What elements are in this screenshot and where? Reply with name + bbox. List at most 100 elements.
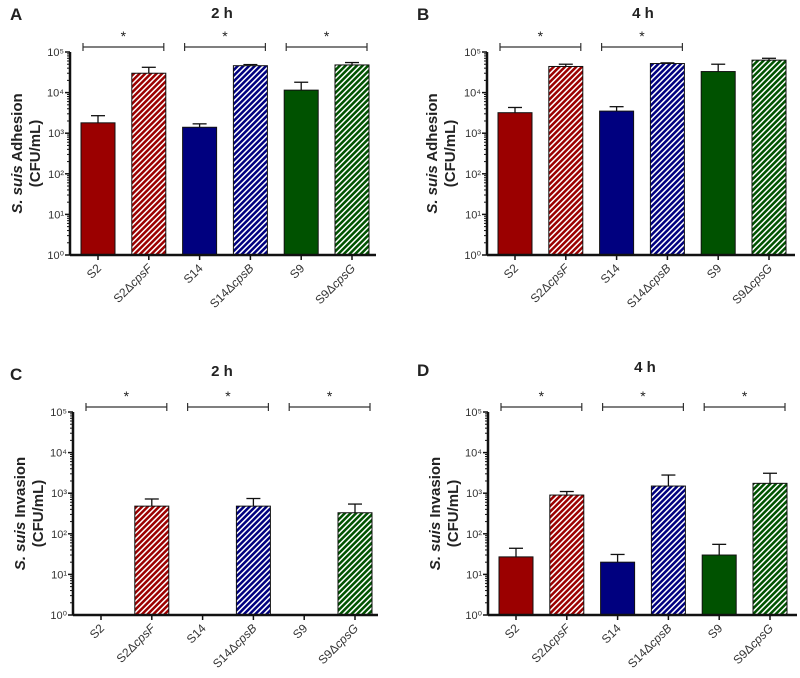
y-tick-label: 10⁴ xyxy=(47,88,64,100)
x-tick-label: S2 xyxy=(501,261,522,282)
panel-a: A 2 h S. suis Adhesion (CFU/mL) 10⁰ 10¹ 10² 10³… xyxy=(9,5,376,311)
x-tick-label-gene: cpsF xyxy=(130,621,159,650)
x-tick-label: S2 xyxy=(87,621,108,642)
bar-S2 xyxy=(80,122,116,256)
x-tick-label: S9 xyxy=(705,621,726,642)
y-tick-label: 10³ xyxy=(466,488,482,500)
bar-S2ΔcpsF xyxy=(549,494,585,616)
y-tick-label: 10¹ xyxy=(466,569,482,581)
y-tick-label: 10¹ xyxy=(48,209,64,221)
x-tick-label: S2 xyxy=(502,621,523,642)
y-tick-label: 10⁴ xyxy=(464,88,481,100)
y-tick-label: 10² xyxy=(51,529,67,541)
y-axis-label-italic: S. suis xyxy=(424,165,441,213)
x-tick-label: S9ΔcpsG xyxy=(315,621,361,667)
y-tick-label: 10² xyxy=(465,169,481,181)
y-tick-label: 10⁰ xyxy=(47,250,64,262)
x-tick-label: S9ΔcpsG xyxy=(729,261,775,307)
bar-S9ΔcpsG xyxy=(337,512,373,616)
significance-star: * xyxy=(121,28,127,44)
y-axis-unit: (CFU/mL) xyxy=(445,480,462,548)
bar-S14ΔcpsB xyxy=(232,65,268,256)
x-tick-label: S14ΔcpsB xyxy=(625,621,675,671)
x-tick-label: S14 xyxy=(599,621,624,646)
x-tick-label: S2 xyxy=(84,261,105,282)
y-axis-unit: (CFU/mL) xyxy=(27,120,44,188)
panel-c: C 2 h S. suis Invasion (CFU/mL) 10⁰ 10¹ 10² 10³… xyxy=(10,363,378,671)
x-tick-label-gene: cpsG xyxy=(328,261,358,291)
y-axis-label: S. suis Invasion xyxy=(427,457,444,570)
y-tick-label: 10⁰ xyxy=(50,610,67,622)
x-tick-label: S9 xyxy=(704,261,725,282)
bar-S9 xyxy=(701,554,737,616)
bar-S9ΔcpsG xyxy=(752,482,788,616)
y-tick-label: 10⁵ xyxy=(50,407,67,419)
x-tick-label-gene: cpsF xyxy=(545,621,574,650)
bar-S14ΔcpsB xyxy=(235,505,271,616)
significance-star: * xyxy=(222,28,228,44)
bar-S2ΔcpsF xyxy=(134,505,170,616)
panel-title: 4 h xyxy=(634,359,656,376)
significance-star: * xyxy=(124,388,130,404)
bar-S14ΔcpsB xyxy=(650,485,686,616)
x-tick-label-gene: cpsF xyxy=(544,261,573,290)
significance-star: * xyxy=(538,28,544,44)
panel-letter: D xyxy=(417,361,429,380)
x-tick-label: S14ΔcpsB xyxy=(207,261,257,311)
significance-star: * xyxy=(639,28,645,44)
x-tick-label-gene: cpsB xyxy=(645,261,674,290)
y-axis-unit: (CFU/mL) xyxy=(442,120,459,188)
panel-b: B 4 h S. suis Adhesion (CFU/mL) 10⁰ 10¹ 10² 10³… xyxy=(417,5,795,311)
bar-S14 xyxy=(599,110,635,256)
x-tick-label-gene: cpsB xyxy=(231,621,260,650)
x-tick-label: S2ΔcpsF xyxy=(111,261,156,306)
x-tick-label: S14ΔcpsB xyxy=(624,261,674,311)
x-tick-label: S14 xyxy=(184,621,209,646)
bar-S14 xyxy=(600,561,636,616)
x-tick-label-gene: cpsG xyxy=(746,621,776,651)
panel-d: D 4 h S. suis Invasion (CFU/mL) 10⁰ 10¹ 10² 10³… xyxy=(417,359,797,671)
x-tick-label: S2ΔcpsF xyxy=(528,261,573,306)
significance-star: * xyxy=(539,388,545,404)
y-axis-label-italic: S. suis xyxy=(427,522,444,570)
bar-S2ΔcpsF xyxy=(131,72,167,256)
x-tick-label: S2ΔcpsF xyxy=(114,621,159,666)
panel-title: 4 h xyxy=(632,5,654,22)
bar-S9ΔcpsG xyxy=(751,59,787,256)
x-tick-label: S9ΔcpsG xyxy=(730,621,776,667)
x-tick-label-gene: cpsB xyxy=(646,621,675,650)
bar-S2 xyxy=(498,556,534,616)
significance-star: * xyxy=(640,388,646,404)
significance-star: * xyxy=(742,388,748,404)
y-tick-label: 10⁵ xyxy=(464,47,481,59)
y-axis-label: S. suis Adhesion xyxy=(9,93,26,213)
y-tick-label: 10³ xyxy=(465,128,481,140)
y-axis-label: S. suis Adhesion xyxy=(424,93,441,213)
x-tick-label-gene: cpsG xyxy=(745,261,775,291)
y-tick-label: 10⁰ xyxy=(464,250,481,262)
significance-star: * xyxy=(327,388,333,404)
x-tick-label-gene: cpsB xyxy=(228,261,257,290)
panel-letter: B xyxy=(417,5,429,24)
bar-S9 xyxy=(700,71,736,256)
significance-star: * xyxy=(324,28,330,44)
y-axis-label: S. suis Invasion xyxy=(12,457,29,570)
y-axis-label-italic: S. suis xyxy=(12,522,29,570)
y-axis-label-text: Adhesion xyxy=(9,93,26,165)
bar-S2ΔcpsF xyxy=(548,65,584,256)
y-tick-label: 10⁴ xyxy=(465,448,482,460)
panel-letter: A xyxy=(10,5,22,24)
panel-title: 2 h xyxy=(211,5,233,22)
bar-S9 xyxy=(283,89,319,256)
y-axis-label-text: Adhesion xyxy=(424,93,441,165)
bar-S2 xyxy=(497,112,533,256)
y-tick-label: 10¹ xyxy=(51,569,67,581)
y-axis-label-text: Invasion xyxy=(427,457,444,522)
y-axis-label-text: Invasion xyxy=(12,457,29,522)
x-tick-label: S14 xyxy=(598,261,623,286)
x-tick-label: S9ΔcpsG xyxy=(312,261,358,307)
significance-star: * xyxy=(225,388,231,404)
y-tick-label: 10⁴ xyxy=(50,448,67,460)
panel-title: 2 h xyxy=(211,363,233,380)
